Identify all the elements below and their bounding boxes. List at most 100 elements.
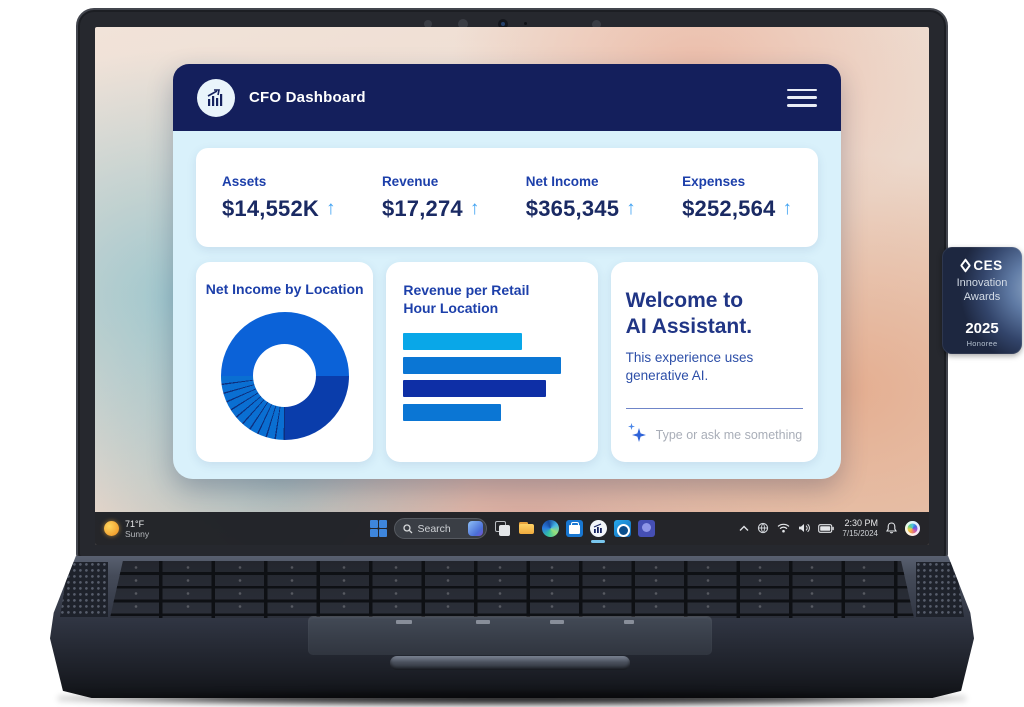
speaker-grille-right [916,562,964,617]
notification-bell-icon[interactable] [886,522,897,534]
ai-title-line1: Welcome to [625,289,744,312]
taskbar: 71°F Sunny Search [95,512,929,545]
bar-chart [403,333,562,421]
stat-revenue: Revenue $17,274 ↑ [382,174,479,222]
trend-up-icon: ↑ [469,197,480,219]
revenue-per-retail-hour-card: Revenue per Retail Hour Location [386,262,598,462]
ai-chat-input[interactable] [655,428,817,442]
camera-lens-icon [498,19,508,29]
cfo-dashboard-window: CFO Dashboard Assets $14,552K [173,64,841,479]
sensor-icon [592,20,601,29]
net-income-by-location-card: Net Income by Location [196,262,374,462]
cards-row: Net Income by Location Revenue per Retai… [196,262,818,462]
ai-card-subtitle: This experience uses generative AI. [625,350,754,383]
menu-bar [787,103,817,107]
stat-value: $17,274 [381,195,463,221]
app-logo-icon [197,78,235,117]
weather-widget[interactable]: 71°F Sunny [104,519,149,539]
active-app-indicator [591,540,605,543]
tray-chevron-up-icon[interactable] [739,525,749,532]
ces-logo-icon [960,258,972,273]
trend-up-icon: ↑ [782,197,792,219]
laptop-screen: CFO Dashboard Assets $14,552K [95,27,929,545]
divider [625,408,803,409]
bar-hour-1 [403,333,522,350]
donut-card-title: Net Income by Location [205,281,364,297]
laptop-base [50,556,974,698]
laptop-shadow [58,691,966,706]
task-view-button[interactable] [494,520,511,537]
menu-bar [787,96,817,99]
clock-date: 7/15/2024 [842,529,878,539]
badge-award-line2: Awards [963,290,1001,303]
tray-onedrive-icon[interactable] [757,522,769,534]
bars-card-title: Revenue per Retail Hour Location [403,282,530,316]
speaker-grille-left [60,562,108,617]
cfo-dashboard-app-icon[interactable] [589,520,607,543]
badge-year: 2025 [965,320,999,337]
trend-up-icon: ↑ [326,197,336,219]
touchpad-control-icon [624,620,634,624]
ai-card-title: Welcome to AI Assistant. [626,288,803,340]
wifi-icon[interactable] [777,523,790,533]
webcam-module [402,19,622,29]
app-title: CFO Dashboard [249,89,366,106]
badge-honoree: Honoree [966,339,998,348]
touchpad-control-icon [396,620,412,624]
stat-expenses: Expenses $252,564 ↑ [682,174,792,222]
stat-label: Net Income [525,173,599,189]
search-highlights-icon [467,521,483,536]
file-explorer-icon[interactable] [518,520,535,537]
stat-net-income: Net Income $365,345 ↑ [526,174,636,222]
start-button[interactable] [369,520,387,537]
stat-value: $365,345 [525,195,620,221]
search-box[interactable]: Search [393,518,487,539]
stat-label: Assets [222,173,267,189]
stat-label: Expenses [682,173,746,189]
trackpad [308,617,712,655]
ces-innovation-awards-badge: CES Innovation Awards 2025 Honoree [942,247,1022,354]
taskbar-clock[interactable]: 2:30 PM 7/15/2024 [842,518,878,538]
weather-temperature: 71°F [125,518,145,529]
taskbar-center: Search [369,518,655,543]
ir-sensor-icon [424,20,432,28]
app-body: Assets $14,552K ↑ Revenue $17,274 ↑ [173,131,841,479]
edge-browser-icon[interactable] [541,520,559,537]
search-icon [402,523,412,533]
kpi-stats-card: Assets $14,552K ↑ Revenue $17,274 ↑ [196,148,818,247]
microphone-hole-icon [524,22,527,25]
keyboard [110,561,914,618]
menu-bar [787,88,817,92]
microsoft-store-icon[interactable] [565,520,583,537]
volume-icon[interactable] [798,523,811,533]
stat-label: Revenue [381,173,439,189]
donut-chart [220,311,349,440]
stat-assets: Assets $14,552K ↑ [222,174,336,222]
search-placeholder: Search [417,522,451,535]
bar-hour-3 [403,380,546,397]
trend-up-icon: ↑ [626,197,636,219]
touchpad-control-icon [550,620,564,624]
bar-hour-4 [403,403,502,421]
stat-value: $252,564 [682,195,776,221]
stat-value: $14,552K [222,195,320,221]
ir-sensor-icon [458,19,468,29]
touchpad-control-icon [476,620,490,624]
app-header: CFO Dashboard [173,64,841,131]
sparkle-icon [626,422,647,448]
teams-icon[interactable] [637,520,655,537]
clock-time: 2:30 PM [844,518,878,529]
system-tray: 2:30 PM 7/15/2024 [739,518,920,538]
ai-input-row [626,409,817,461]
lid-opening-notch [390,656,630,670]
ai-assistant-card: Welcome to AI Assistant. This experience… [610,262,818,462]
laptop-lid: CFO Dashboard Assets $14,552K [76,8,948,560]
ces-brand: CES [973,258,1003,273]
outlook-icon[interactable] [613,520,631,537]
battery-icon[interactable] [818,524,835,533]
badge-award-line1: Innovation [956,277,1008,289]
donut-hole [253,344,317,407]
copilot-icon[interactable] [905,520,920,536]
menu-button[interactable] [787,88,817,107]
